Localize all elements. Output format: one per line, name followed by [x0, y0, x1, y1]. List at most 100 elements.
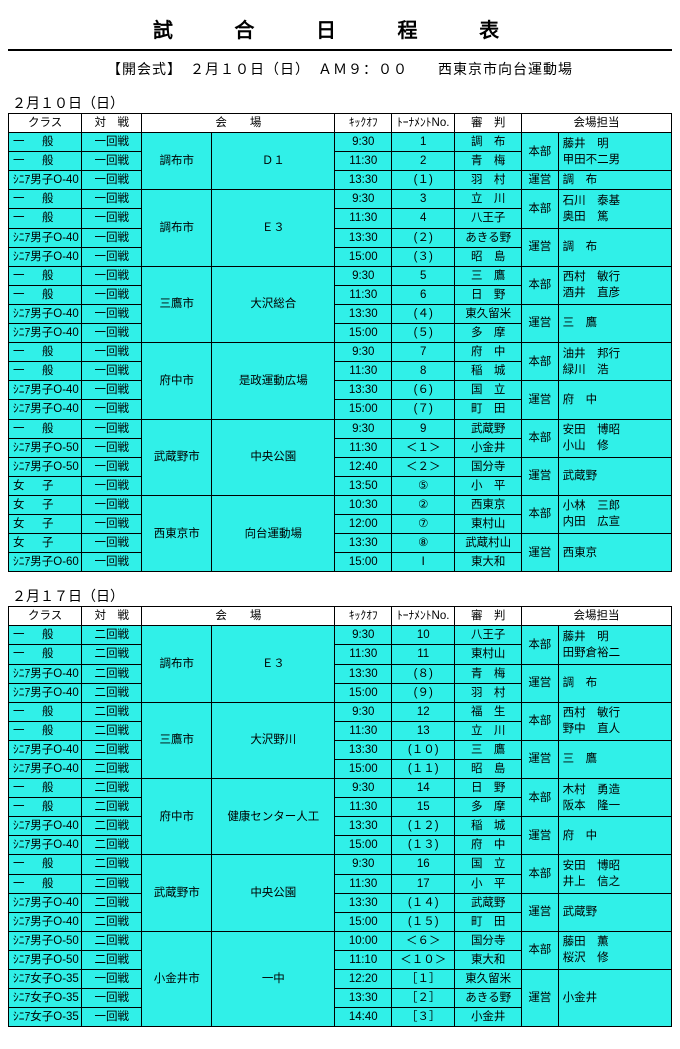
table-row: 一 般一回戦調布市Ｄ１9:301調 布本部藤井 明甲田不二男 [9, 133, 672, 152]
cell-no: 10 [392, 626, 455, 645]
table-row: ｼﾆｱ男子O-40二回戦13:30(１４)武蔵野運営武蔵野 [9, 893, 672, 912]
cell-class: 一 般 [9, 626, 82, 645]
cell-class: 一 般 [9, 190, 82, 209]
cell-kick: 14:40 [335, 1008, 392, 1027]
cell-dept: 本部 [522, 702, 559, 740]
cell-staff: 油井 邦行緑川 浩 [558, 343, 671, 381]
cell-class: ｼﾆｱ女子O-35 [9, 970, 82, 989]
cell-kick: 13:30 [335, 228, 392, 247]
cell-no: ［３］ [392, 1008, 455, 1027]
cell-dept: 運営 [522, 381, 559, 419]
cell-match: 一回戦 [82, 1008, 142, 1027]
cell-kick: 12:00 [335, 514, 392, 533]
table-row: 女 子一回戦西東京市向台運動場10:30②西東京本部小林 三郎内田 広宣 [9, 495, 672, 514]
cell-ref: 小金井 [455, 1008, 522, 1027]
cell-kick: 9:30 [335, 702, 392, 721]
cell-ref: 国分寺 [455, 457, 522, 476]
cell-match: 一回戦 [82, 152, 142, 171]
cell-venue: 一中 [212, 931, 335, 1026]
cell-match: 二回戦 [82, 779, 142, 798]
cell-no: 5 [392, 266, 455, 285]
cell-ref: 東大和 [455, 950, 522, 969]
cell-match: 二回戦 [82, 874, 142, 893]
cell-ref: 町 田 [455, 400, 522, 419]
cell-class: 女 子 [9, 495, 82, 514]
cell-no: ［１］ [392, 970, 455, 989]
cell-kick: 9:30 [335, 190, 392, 209]
cell-match: 一回戦 [82, 438, 142, 457]
cell-class: 一 般 [9, 798, 82, 817]
cell-ref: 西東京 [455, 495, 522, 514]
cell-kick: 11:30 [335, 209, 392, 228]
cell-match: 一回戦 [82, 534, 142, 553]
cell-staff: 藤井 明甲田不二男 [558, 133, 671, 171]
cell-match: 一回戦 [82, 228, 142, 247]
cell-class: 一 般 [9, 133, 82, 152]
cell-match: 二回戦 [82, 740, 142, 759]
cell-no: (１) [392, 171, 455, 190]
cell-match: 一回戦 [82, 989, 142, 1008]
cell-staff: 三 鷹 [558, 304, 671, 342]
cell-staff: 府 中 [558, 817, 671, 855]
cell-class: 一 般 [9, 419, 82, 438]
cell-no: (１３) [392, 836, 455, 855]
cell-match: 二回戦 [82, 664, 142, 683]
cell-kick: 15:00 [335, 400, 392, 419]
cell-no: (６) [392, 381, 455, 400]
cell-match: 一回戦 [82, 247, 142, 266]
cell-city: 府中市 [142, 343, 212, 419]
cell-no: (１１) [392, 760, 455, 779]
cell-staff: 石川 泰基奥田 篤 [558, 190, 671, 228]
cell-dept: 運営 [522, 304, 559, 342]
th-staff: 会場担当 [522, 114, 672, 133]
cell-kick: 11:30 [335, 645, 392, 664]
cell-match: 二回戦 [82, 893, 142, 912]
cell-no: ② [392, 495, 455, 514]
cell-no: 12 [392, 702, 455, 721]
cell-city: 府中市 [142, 779, 212, 855]
cell-class: ｼﾆｱ男子O-50 [9, 931, 82, 950]
table-row: 一 般二回戦武蔵野市中央公園9:3016国 立本部安田 博昭井上 信之 [9, 855, 672, 874]
cell-no: 4 [392, 209, 455, 228]
cell-ref: 青 梅 [455, 664, 522, 683]
th-ref: 審 判 [455, 607, 522, 626]
cell-match: 一回戦 [82, 495, 142, 514]
table-row: 一 般一回戦三鷹市大沢総合9:305三 鷹本部西村 敏行酒井 直彦 [9, 266, 672, 285]
cell-class: 一 般 [9, 702, 82, 721]
cell-kick: 11:30 [335, 362, 392, 381]
cell-dept: 本部 [522, 343, 559, 381]
cell-class: ｼﾆｱ女子O-35 [9, 1008, 82, 1027]
cell-ref: 立 川 [455, 190, 522, 209]
cell-kick: 13:30 [335, 304, 392, 323]
cell-kick: 12:40 [335, 457, 392, 476]
cell-kick: 13:30 [335, 740, 392, 759]
cell-staff: 三 鷹 [558, 740, 671, 778]
cell-ref: 青 梅 [455, 152, 522, 171]
cell-no: 6 [392, 285, 455, 304]
cell-match: 二回戦 [82, 721, 142, 740]
cell-class: ｼﾆｱ男子O-40 [9, 740, 82, 759]
table-row: 一 般一回戦武蔵野市中央公園9:309武蔵野本部安田 博昭小山 修 [9, 419, 672, 438]
cell-venue: Ｅ３ [212, 190, 335, 266]
cell-match: 一回戦 [82, 381, 142, 400]
cell-no: 2 [392, 152, 455, 171]
cell-city: 調布市 [142, 626, 212, 702]
cell-ref: 町 田 [455, 912, 522, 931]
table-row: ｼﾆｱ男子O-50一回戦12:40＜２＞国分寺運営武蔵野 [9, 457, 672, 476]
th-no: ﾄｰﾅﾒﾝﾄNo. [392, 114, 455, 133]
cell-class: ｼﾆｱ男子O-40 [9, 304, 82, 323]
cell-kick: 10:00 [335, 931, 392, 950]
table-row: 一 般二回戦府中市健康センター人工9:3014日 野本部木村 勇造阪本 隆一 [9, 779, 672, 798]
cell-no: (３) [392, 247, 455, 266]
cell-match: 一回戦 [82, 970, 142, 989]
cell-match: 一回戦 [82, 171, 142, 190]
cell-no: (１０) [392, 740, 455, 759]
cell-venue: 健康センター人工 [212, 779, 335, 855]
cell-ref: 武蔵野 [455, 893, 522, 912]
cell-ref: 国 立 [455, 381, 522, 400]
cell-no: 13 [392, 721, 455, 740]
cell-match: 二回戦 [82, 645, 142, 664]
cell-kick: 13:30 [335, 893, 392, 912]
cell-staff: 小林 三郎内田 広宣 [558, 495, 671, 533]
cell-no: ＜１０＞ [392, 950, 455, 969]
